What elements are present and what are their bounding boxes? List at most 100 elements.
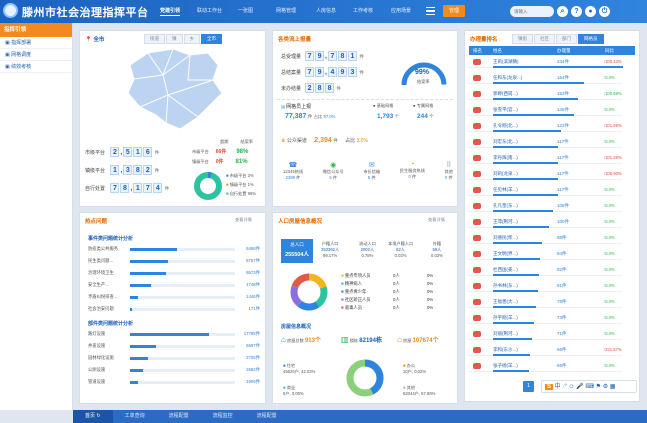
- table-row[interactable]: 王福善(大...) 78件 ↑0.0%: [469, 297, 622, 308]
- table-row[interactable]: 孔凡奎(东...) 108件 ↑0.0%: [469, 201, 622, 212]
- row-change: ↑101.26%: [603, 155, 622, 160]
- table-row[interactable]: 任见林(羊...) 117件 ↑0.0%: [469, 185, 622, 196]
- special-grid-label: ● 专属网格: [413, 103, 434, 108]
- bar-item[interactable]: 矛盾纠纷排查... 1446件: [88, 294, 260, 304]
- tab-city[interactable]: 全市: [201, 34, 222, 44]
- view-more-link[interactable]: 查看详情: [235, 217, 252, 222]
- bar-item[interactable]: 管道设施 1909件: [88, 379, 260, 389]
- legend-swatch: ■: [341, 289, 344, 294]
- row-bar: [493, 194, 558, 196]
- tab-department[interactable]: 部门: [556, 34, 577, 44]
- table-row[interactable]: 王莉(滨湖镇) 234件 ↑100.43%: [469, 57, 623, 68]
- search-input[interactable]: [510, 6, 554, 17]
- row-name: 王莉(滨湖镇): [493, 59, 519, 64]
- bar-item[interactable]: 防疫类公共服务 9468件: [88, 246, 260, 256]
- sidebar-title[interactable]: 指挥引领: [0, 23, 72, 37]
- bar-item[interactable]: 路灯设施 17795件: [88, 331, 260, 341]
- row-change: ↑0.0%: [603, 235, 615, 240]
- channel-name: 微信公众号: [322, 169, 344, 174]
- table-row[interactable]: 孔令刚(北...) 123件 ↑101.65%: [469, 121, 622, 132]
- nav-item-house[interactable]: 人房信息: [316, 8, 337, 14]
- nav-item-assessment[interactable]: 工作考核: [353, 8, 374, 14]
- stat-sub: 99.17%: [322, 253, 338, 258]
- table-row[interactable]: 张雪平(官...) 145件 ↑0.0%: [469, 105, 622, 116]
- sidebar-item-deploy[interactable]: ▣ 指挥部署: [0, 37, 72, 49]
- ime-logo-icon: S: [545, 384, 554, 390]
- user-button[interactable]: 管理: [443, 5, 465, 17]
- sidebar-item-dispatch[interactable]: ▣ 网格调度: [0, 49, 72, 61]
- type-value: 10户: [403, 369, 412, 374]
- table-row[interactable]: 刘宏东(北...) 117件 ↑0.0%: [469, 137, 622, 148]
- footer-tab-home[interactable]: 首页 ↻: [73, 410, 113, 423]
- help-icon[interactable]: ?: [571, 6, 582, 17]
- events-card: 各类流上报量 总受理量 7 9, 7 8 1 件 总结案量 7 9, 4 9 3 件 未办结量 2 8 8…: [272, 30, 458, 207]
- table-row[interactable]: 刘德民(柴...) 88件 ↑0.0%: [469, 233, 622, 244]
- bar-fill: [130, 369, 143, 372]
- nav-item-workbench[interactable]: 联动工作台: [197, 8, 223, 14]
- table-row[interactable]: 张子杨(羊...) 65件 ↑0.0%: [469, 361, 622, 372]
- user-icon[interactable]: ●: [585, 6, 596, 17]
- table-row[interactable]: 孙书林(东...) 81件 ↑0.0%: [469, 281, 622, 292]
- channel-unit: 件: [332, 175, 338, 180]
- tab-township[interactable]: 乡: [183, 34, 200, 44]
- nav-item-apps[interactable]: 应用场景: [391, 8, 412, 14]
- district-map[interactable]: [118, 45, 228, 135]
- page-button[interactable]: 1: [523, 381, 534, 392]
- channel-service[interactable]: ◔ 民生服务热线 0 件: [400, 161, 425, 181]
- type-pct: 57.86%: [421, 391, 436, 396]
- table-row[interactable]: 孙宇刚(羊...) 73件 ↑0.0%: [469, 313, 622, 324]
- input-method-toolbar[interactable]: S 中 ·° ☺ 🎤 ⌨ ⚑ ⚙ ▦: [541, 380, 637, 393]
- tab-gridman[interactable]: 网格员: [578, 34, 604, 44]
- tab-community[interactable]: 社区: [534, 34, 555, 44]
- channel-wechat[interactable]: ◉ 微信公众号 5 件: [323, 161, 344, 181]
- table-row[interactable]: 刘莉(龙泉...) 117件 ↑105.90%: [469, 169, 622, 180]
- rank-badge-icon: [473, 283, 481, 289]
- bar-item[interactable]: 社会治安问题 171件: [88, 306, 260, 316]
- bar-item[interactable]: 安全生产... 4748件: [88, 282, 260, 292]
- nav-item-map[interactable]: 一张图: [238, 8, 254, 14]
- footer-tab-ticket[interactable]: 工单查询: [124, 413, 145, 419]
- table-row[interactable]: 刘丽(荆河...) 71件 ↑0.0%: [469, 329, 622, 340]
- sidebar-item-assessment[interactable]: ▣ 绩效考核: [0, 61, 72, 73]
- search-icon[interactable]: ⌕: [557, 6, 568, 17]
- menu-icon[interactable]: [426, 7, 435, 15]
- table-row[interactable]: 杜西国(姜...) 82件 ↑0.0%: [469, 265, 622, 276]
- channel-other[interactable]: ⠿ 其他 0 件: [445, 161, 453, 181]
- nav-item-party[interactable]: 党建引领: [160, 8, 181, 16]
- channel-mailbox[interactable]: ✉ 市长信箱 5 件: [363, 161, 380, 181]
- digit: 1: [347, 51, 357, 61]
- tab-street[interactable]: 街道: [144, 34, 165, 44]
- power-icon[interactable]: ⏻: [599, 6, 610, 17]
- footer-tab-flow-config[interactable]: 流程配置: [168, 413, 189, 419]
- bar-value: 3705件: [246, 355, 260, 360]
- bar-item[interactable]: 井盖设施 5597件: [88, 343, 260, 353]
- tab-town[interactable]: 镇: [166, 34, 183, 44]
- bar-item[interactable]: 治理环境卫生 8573件: [88, 270, 260, 280]
- item-name: 吸毒人员: [344, 305, 362, 310]
- nav-item-grid[interactable]: 网格管理: [276, 8, 297, 14]
- footer-tab-flow-config-2[interactable]: 流程配置: [256, 413, 277, 419]
- channel-hotline[interactable]: ☎ 12345热线 2389 件: [283, 161, 303, 181]
- house-type: ■ 住宅 45626户, 42.02%: [283, 363, 316, 374]
- table-row[interactable]: 任和东(龙泉...) 164件 ↑0.0%: [469, 73, 622, 84]
- footer-tab-flow-monitor[interactable]: 流程监控: [212, 413, 233, 419]
- table-row[interactable]: 李丹辉(南...) 117件 ↑101.26%: [469, 153, 622, 164]
- row-change: ↑0.0%: [603, 107, 615, 112]
- table-row-rate: 98%: [236, 149, 249, 155]
- table-row[interactable]: 郭婷(西岗...) 153件 ↑100.68%: [469, 89, 622, 100]
- refresh-icon[interactable]: ↻: [96, 413, 101, 419]
- bar-item[interactable]: 民生类问题... 8757件: [88, 258, 260, 268]
- view-more-link[interactable]: 查看详情: [428, 217, 445, 222]
- public-icon: ♛: [281, 138, 286, 144]
- bar-item[interactable]: 园林绿化设施 3705件: [88, 355, 260, 365]
- grid-value: 77,387: [285, 113, 307, 120]
- table-row[interactable]: 王萍(荆河...) 100件 ↑0.0%: [469, 217, 622, 228]
- row-change: ↑0.0%: [603, 315, 615, 320]
- bar-item[interactable]: 公厕设施 2682件: [88, 367, 260, 377]
- rank-badge-icon: [473, 235, 481, 241]
- tab-town[interactable]: 镇街: [512, 34, 533, 44]
- table-row[interactable]: 李和(东沙...) 66件 ↑221.67%: [469, 345, 622, 356]
- table-row[interactable]: 王文明(界...) 84件 ↑0.0%: [469, 249, 622, 260]
- row-name: 杜西国(姜...): [493, 267, 518, 272]
- digit: 8: [315, 83, 325, 93]
